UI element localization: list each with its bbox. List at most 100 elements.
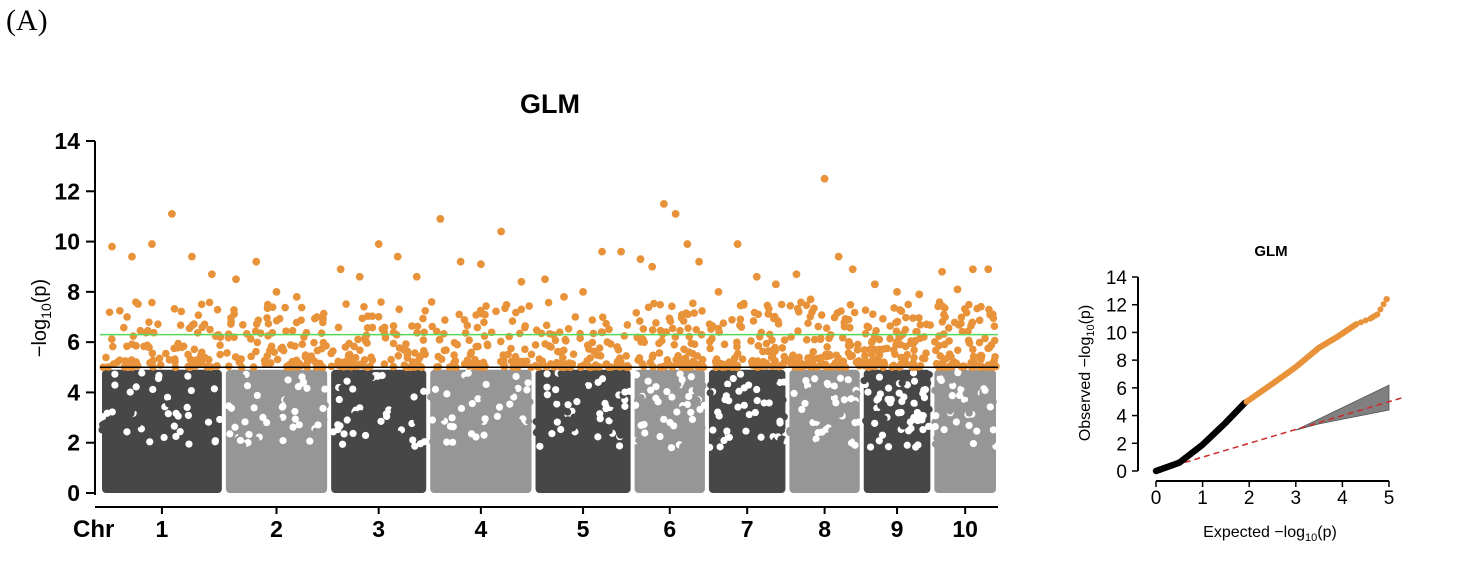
chr-point xyxy=(696,406,703,413)
chr-point xyxy=(981,387,988,394)
chr-point xyxy=(471,417,478,424)
sig-point xyxy=(177,321,185,329)
chr-point xyxy=(601,440,608,447)
sig-point xyxy=(886,335,894,343)
sig-point xyxy=(408,322,416,330)
chr-point xyxy=(938,377,945,384)
sig-point xyxy=(811,336,819,344)
sig-point xyxy=(803,336,811,344)
sig-point xyxy=(866,346,874,354)
chr-point xyxy=(638,422,645,429)
sig-point xyxy=(902,314,910,322)
chr-point xyxy=(860,377,867,384)
chr-point xyxy=(205,419,212,426)
sig-point xyxy=(990,357,998,365)
sig-point xyxy=(452,357,460,365)
chr-point xyxy=(144,401,151,408)
sig-point xyxy=(876,346,884,354)
sig-point xyxy=(145,318,153,326)
sig-point xyxy=(565,325,573,333)
sig-point xyxy=(851,309,859,317)
chr-point xyxy=(656,433,663,440)
top-hit-point xyxy=(517,278,525,286)
chr-point xyxy=(730,375,737,382)
sig-point xyxy=(845,338,853,346)
sig-point xyxy=(562,337,570,345)
chr-point xyxy=(682,384,689,391)
sig-point xyxy=(120,324,128,332)
sig-point xyxy=(668,303,676,311)
chr-point xyxy=(199,438,206,445)
top-hit-point xyxy=(753,273,761,281)
chr-point xyxy=(279,437,286,444)
chr-point xyxy=(99,421,106,428)
sig-point xyxy=(191,357,199,365)
chr-point xyxy=(829,389,836,396)
qq-y-tick-label: 12 xyxy=(1106,296,1127,317)
sig-point xyxy=(622,352,630,360)
sig-point xyxy=(366,363,374,371)
sig-point xyxy=(904,301,912,309)
top-hit-point xyxy=(969,265,977,273)
chr-point xyxy=(921,394,928,401)
chr-point xyxy=(216,416,223,423)
chr-point xyxy=(212,438,219,445)
top-hit-point xyxy=(938,268,946,276)
chr-tick-label: 1 xyxy=(156,516,169,542)
chr-point xyxy=(831,383,838,390)
sig-point xyxy=(689,300,697,308)
chr-point xyxy=(185,440,192,447)
chr-point xyxy=(581,430,588,437)
sig-point xyxy=(304,358,312,366)
chr-point xyxy=(564,401,571,408)
chr-point xyxy=(767,407,774,414)
chr-point xyxy=(882,375,889,382)
chr-point xyxy=(806,387,813,394)
chr-point xyxy=(742,434,749,441)
chr-point xyxy=(579,384,586,391)
chr-point xyxy=(164,394,171,401)
chr-point xyxy=(867,443,874,450)
sig-point xyxy=(216,351,224,359)
sig-point xyxy=(879,315,887,323)
sig-point xyxy=(289,327,297,335)
chr-point xyxy=(792,432,799,439)
chr-point xyxy=(174,443,181,450)
chr-point xyxy=(468,440,475,447)
manhattan-plot: GLM 02468101214 1 2 3 4 5 6 7 8 9 10 Chr −log10(p… xyxy=(29,89,1000,543)
chr-point xyxy=(636,381,643,388)
chr-point xyxy=(734,403,741,410)
chr-point xyxy=(677,370,684,377)
chr-point xyxy=(533,418,540,425)
chr-point xyxy=(523,386,530,393)
top-hit-point xyxy=(598,248,606,256)
sig-point xyxy=(282,327,290,335)
sig-point xyxy=(274,356,282,364)
top-hit-point xyxy=(394,253,402,261)
chr-point xyxy=(226,430,233,437)
chr-point xyxy=(133,383,140,390)
chr-point xyxy=(963,390,970,397)
qq-y-tick-label: 14 xyxy=(1106,268,1128,289)
sig-point xyxy=(763,362,771,370)
chr-point xyxy=(663,388,670,395)
chr-point xyxy=(427,393,434,400)
sig-point xyxy=(667,317,675,325)
chr-point xyxy=(552,386,559,393)
chr-point xyxy=(211,392,218,399)
sig-point xyxy=(369,324,377,332)
chr-point xyxy=(284,376,291,383)
chr-point xyxy=(283,396,290,403)
sig-point xyxy=(461,316,469,324)
sig-point xyxy=(781,336,789,344)
sig-point xyxy=(123,313,131,321)
sig-point xyxy=(354,336,362,344)
chr-point xyxy=(414,418,421,425)
sig-point xyxy=(318,345,326,353)
sig-point xyxy=(225,362,233,370)
chr-point xyxy=(483,381,490,388)
top-hit-point xyxy=(793,270,801,278)
sig-point xyxy=(771,344,779,352)
chr-point xyxy=(778,427,785,434)
chr-point xyxy=(244,382,251,389)
